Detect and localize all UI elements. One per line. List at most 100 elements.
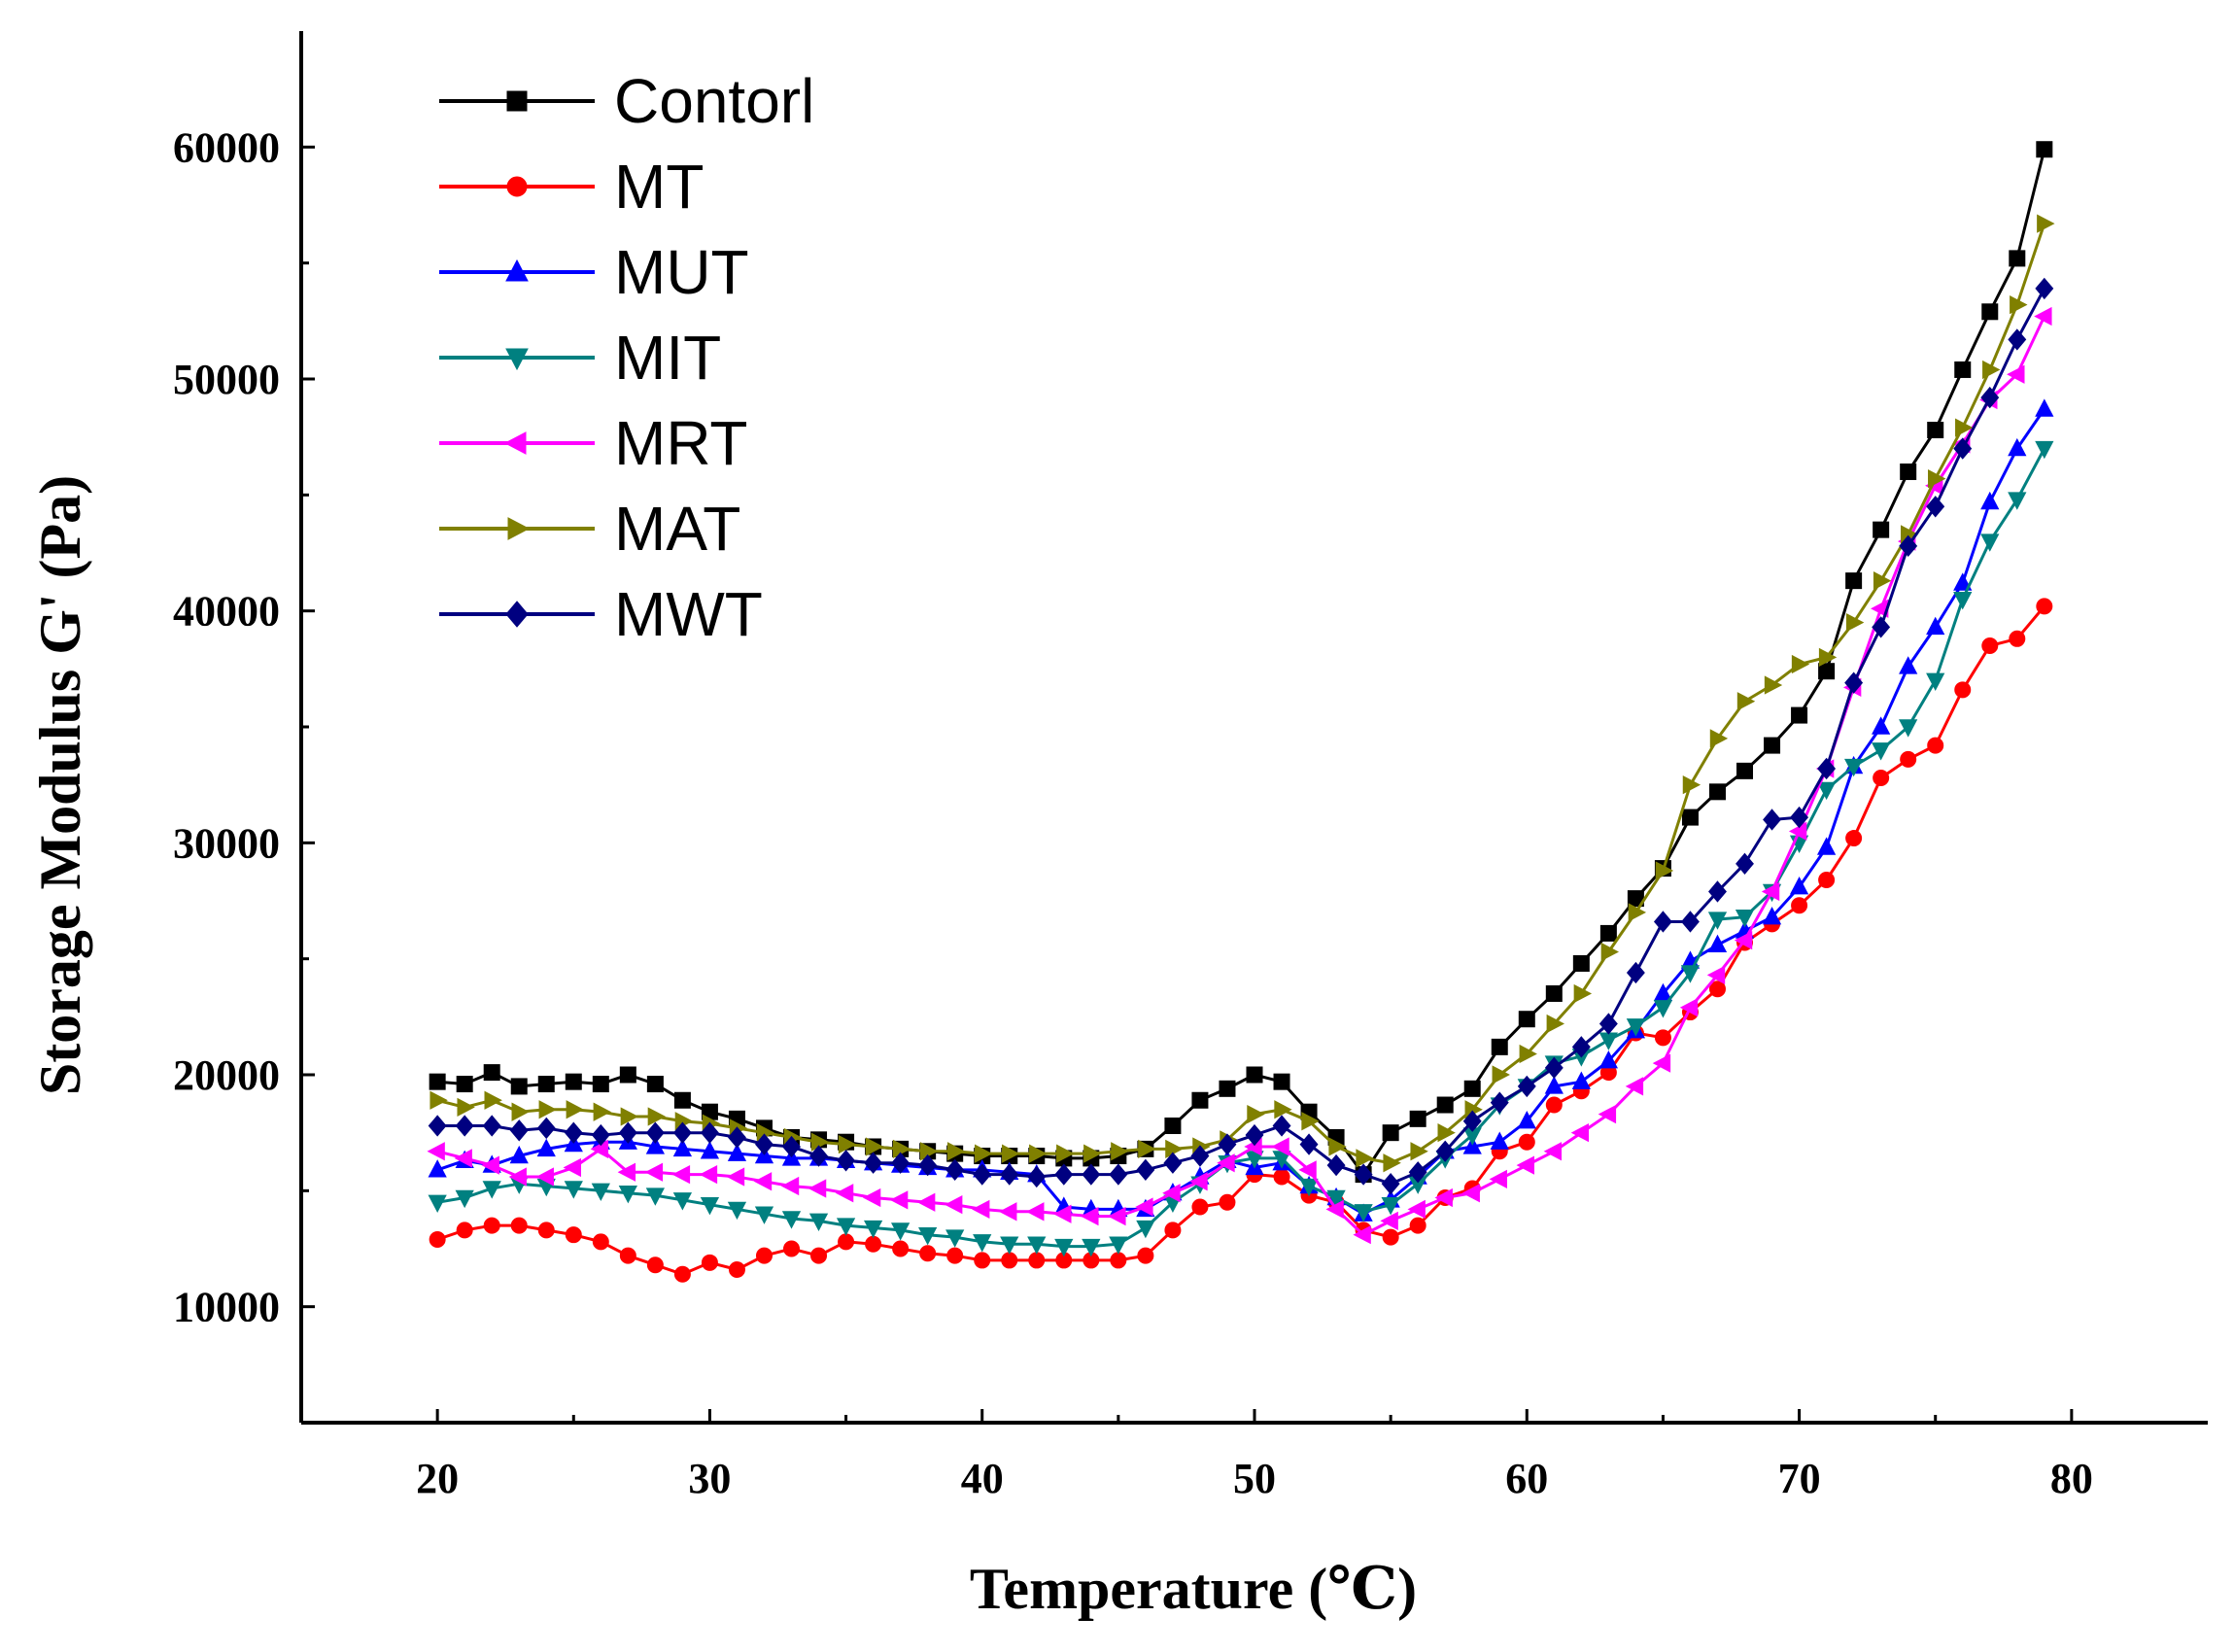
data-point-mut: [1816, 837, 1837, 855]
data-point-mwt: [428, 1115, 447, 1137]
data-point-mrt: [2007, 364, 2025, 384]
data-point-mwt: [1953, 437, 1973, 460]
data-point-mwt: [1354, 1163, 1373, 1186]
data-point-mit: [2008, 492, 2027, 510]
data-point-mrt: [1652, 1053, 1671, 1073]
data-point-mat: [1600, 942, 1620, 962]
y-tick-label: 10000: [173, 1284, 280, 1331]
data-point-mwt: [945, 1158, 965, 1182]
data-point-mwt: [672, 1121, 692, 1144]
data-point-mwt: [728, 1126, 746, 1149]
data-point-mut: [2035, 398, 2054, 417]
data-point-mut: [428, 1159, 447, 1178]
legend-marker-mrt: [503, 431, 527, 455]
data-point-mrt: [726, 1167, 745, 1187]
data-point-mat: [919, 1142, 939, 1161]
data-point-mt: [1382, 1228, 1399, 1246]
data-point-contorl: [1246, 1066, 1263, 1084]
legend-label-mit: MIT: [614, 323, 721, 393]
data-point-mt: [1191, 1198, 1209, 1216]
data-point-mrt: [1108, 1206, 1126, 1226]
data-point-mat: [1873, 571, 1892, 591]
data-point-mrt: [1271, 1137, 1289, 1156]
data-point-mrt: [835, 1184, 854, 1203]
data-point-mat: [1328, 1137, 1347, 1156]
data-point-mit: [1899, 719, 1918, 738]
data-point-contorl: [646, 1076, 664, 1093]
data-point-mrt: [590, 1139, 609, 1158]
data-point-mt: [1137, 1247, 1154, 1264]
data-point-mit: [564, 1181, 583, 1199]
data-point-mrt: [1407, 1199, 1426, 1220]
data-point-mrt: [1543, 1142, 1563, 1161]
data-point-mwt: [645, 1121, 665, 1144]
data-point-mwt: [1000, 1163, 1019, 1186]
legend-label-mt: MT: [614, 152, 704, 222]
data-point-mwt: [618, 1121, 637, 1144]
data-point-contorl: [1981, 303, 1999, 321]
data-point-mit: [1626, 1018, 1646, 1037]
data-point-mat: [1056, 1144, 1075, 1163]
data-point-mit: [836, 1218, 856, 1236]
data-point-mat: [2010, 295, 2028, 315]
legend: Contorl MT MUT MIT MRT MAT MWT: [439, 66, 814, 649]
data-point-mit: [1299, 1178, 1319, 1197]
data-point-mat: [1492, 1065, 1510, 1084]
data-point-contorl: [1681, 809, 1699, 826]
data-point-mrt: [808, 1179, 827, 1198]
data-point-mwt: [536, 1117, 556, 1140]
data-point-mit: [1082, 1238, 1101, 1257]
data-point-mit: [1136, 1220, 1155, 1239]
data-point-mt: [592, 1233, 609, 1251]
data-point-mrt: [1489, 1169, 1507, 1189]
data-point-mwt: [564, 1121, 583, 1144]
data-point-mrt: [481, 1155, 499, 1175]
data-point-contorl: [1599, 924, 1617, 942]
data-point-mit: [1816, 781, 1837, 801]
data-point-mrt: [535, 1167, 554, 1187]
data-point-contorl: [1436, 1096, 1454, 1114]
data-point-contorl: [2036, 141, 2053, 158]
data-point-mrt: [1135, 1197, 1153, 1217]
data-point-contorl: [1164, 1118, 1182, 1135]
data-point-mrt: [1189, 1172, 1208, 1191]
data-point-mt: [537, 1222, 555, 1239]
data-point-mat: [593, 1102, 611, 1121]
data-point-mat: [1138, 1139, 1156, 1158]
data-point-mrt: [508, 1167, 527, 1187]
data-point-mwt: [1190, 1145, 1210, 1167]
data-point-mrt: [972, 1199, 990, 1220]
data-point-mwt: [864, 1152, 883, 1174]
data-point-mat: [1301, 1112, 1320, 1131]
data-point-mt: [1409, 1217, 1426, 1234]
data-point-mwt: [1299, 1133, 1319, 1155]
data-point-mwt: [1136, 1158, 1155, 1182]
data-point-mwt: [1163, 1152, 1183, 1174]
data-point-mwt: [1517, 1075, 1536, 1098]
data-point-mwt: [1708, 880, 1727, 903]
data-point-contorl: [1219, 1080, 1236, 1097]
data-point-mwt: [1790, 806, 1809, 829]
data-point-mt: [865, 1235, 882, 1253]
data-point-mut: [1517, 1111, 1536, 1129]
data-point-mt: [1927, 737, 1944, 754]
data-point-mrt: [1162, 1184, 1181, 1203]
data-point-mwt: [700, 1121, 719, 1144]
data-point-mrt: [1325, 1199, 1344, 1220]
data-point-mit: [455, 1189, 474, 1209]
data-point-contorl: [1736, 762, 1754, 779]
data-point-mt: [1981, 637, 1999, 654]
data-point-mit: [727, 1201, 747, 1221]
data-point-mat: [1573, 983, 1593, 1004]
data-point-mt: [1164, 1222, 1182, 1239]
data-point-mut: [727, 1143, 747, 1161]
y-tick-label: 30000: [173, 819, 280, 867]
data-point-mit: [1844, 758, 1864, 777]
data-point-mat: [1002, 1144, 1020, 1163]
data-point-mt: [1900, 750, 1917, 768]
data-point-mrt: [862, 1187, 881, 1208]
y-axis-title: Storage Modulus G' (Pa): [28, 475, 92, 1095]
data-point-mt: [1954, 681, 1972, 699]
data-point-mat: [975, 1144, 993, 1163]
data-point-contorl: [1572, 954, 1590, 972]
